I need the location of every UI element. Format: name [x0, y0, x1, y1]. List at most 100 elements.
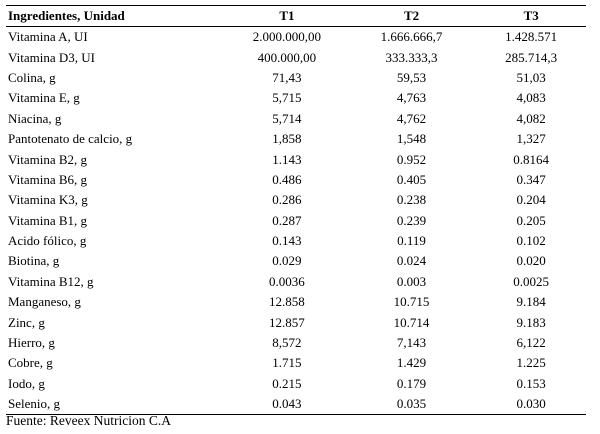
table-row: Pantotenato de calcio, g 1,858 1,548 1,327 — [6, 129, 586, 149]
table-row: Vitamina E, g 5,715 4,763 4,083 — [6, 88, 586, 108]
ingredient-cell: Vitamina E, g — [8, 90, 80, 106]
table-row: Iodo, g 0.215 0.179 0.153 — [6, 374, 586, 394]
t2-cell: 1.429 — [396, 355, 427, 371]
t3-cell: 0.347 — [516, 171, 546, 187]
t1-cell: 5,715 — [272, 90, 302, 106]
ingredient-cell: Hierro, g — [8, 335, 55, 351]
table-row: Vitamina B12, g 0.0036 0.003 0.0025 — [6, 272, 586, 292]
t2-cell: 0.238 — [396, 192, 427, 208]
t3-cell: 1.225 — [516, 355, 546, 371]
t3-cell: 4,083 — [516, 90, 546, 106]
table-row: Vitamina B6, g 0.486 0.405 0.347 — [6, 170, 586, 190]
t3-cell: 9.184 — [516, 294, 546, 310]
ingredient-cell: Zinc, g — [8, 314, 45, 330]
t2-cell: 333.333,3 — [385, 49, 438, 65]
header-t2: T2 — [346, 5, 477, 27]
t3-cell: 0.030 — [476, 394, 586, 416]
t2-cell: 0.952 — [396, 151, 427, 167]
ingredient-cell: Manganeso, g — [8, 294, 81, 310]
ingredient-cell: Colina, g — [8, 69, 56, 85]
t2-cell: 10.714 — [393, 314, 430, 330]
t2-cell: 0.024 — [396, 253, 427, 269]
ingredient-cell: Niacina, g — [8, 110, 62, 126]
table-row: Biotina, g 0.029 0.024 0.020 — [6, 251, 586, 271]
t3-cell: 4,082 — [516, 110, 546, 126]
t1-cell: 0.029 — [272, 253, 302, 269]
t1-cell: 0.143 — [272, 233, 302, 249]
table-row: Colina, g 71,43 59,53 51,03 — [6, 68, 586, 88]
table-row: Hierro, g 8,572 7,143 6,122 — [6, 333, 586, 353]
ingredient-cell: Acido fólico, g — [8, 233, 87, 249]
t1-cell: 0.287 — [272, 212, 302, 228]
t3-cell: 0.0025 — [513, 273, 550, 289]
t2-cell: 1.666.666,7 — [380, 29, 443, 45]
t1-cell: 12.858 — [269, 294, 305, 310]
ingredient-cell: Biotina, g — [8, 253, 60, 269]
ingredient-cell: Pantotenato de calcio, g — [8, 131, 133, 147]
table-row: Vitamina A, UI 2.000.000,00 1.666.666,7 1.4… — [6, 27, 586, 48]
t1-cell: 1.715 — [272, 355, 302, 371]
t2-cell: 0.003 — [396, 273, 427, 289]
t2-cell: 7,143 — [396, 335, 427, 351]
source-note: Fuente: Reveex Nutricion C.A — [6, 413, 171, 428]
header-row: Ingredientes, Unidad T1 T2 T3 — [6, 5, 586, 27]
t3-cell: 0.8164 — [513, 151, 550, 167]
ingredient-cell: Iodo, g — [8, 375, 45, 391]
table-row: Vitamina K3, g 0.286 0.238 0.204 — [6, 190, 586, 210]
t2-cell: 0.405 — [396, 171, 427, 187]
ingredient-cell: Vitamina B1, g — [8, 212, 88, 228]
ingredient-cell: Cobre, g — [8, 355, 53, 371]
table-header: Ingredientes, Unidad T1 T2 T3 — [6, 5, 586, 27]
t3-cell: 0.020 — [516, 253, 546, 269]
table-row: Selenio, g 0.043 0.035 0.030 — [6, 394, 586, 416]
ingredient-cell: Vitamina K3, g — [8, 192, 88, 208]
t2-cell: 1,548 — [396, 131, 427, 147]
t3-cell: 51,03 — [516, 69, 546, 85]
t2-cell: 10.715 — [393, 294, 430, 310]
ingredient-cell: Selenio, g — [6, 394, 228, 416]
t1-cell: 12.857 — [269, 314, 305, 330]
t2-cell: 4,762 — [396, 110, 427, 126]
table-row: Niacina, g 5,714 4,762 4,082 — [6, 109, 586, 129]
ingredient-cell: Vitamina B6, g — [8, 171, 88, 187]
t3-cell: 6,122 — [516, 335, 546, 351]
t2-cell: 59,53 — [396, 69, 427, 85]
t3-cell: 1.428.571 — [505, 29, 558, 45]
table-row: Zinc, g 12.857 10.714 9.183 — [6, 312, 586, 332]
t1-cell: 400.000,00 — [257, 49, 317, 65]
header-ingredientes: Ingredientes, Unidad — [6, 5, 228, 27]
t1-cell: 8,572 — [272, 335, 302, 351]
t3-cell: 285.714,3 — [505, 49, 558, 65]
ingredient-cell: Vitamina B2, g — [8, 151, 88, 167]
t1-cell: 0.215 — [272, 375, 302, 391]
t1-cell: 71,43 — [272, 69, 302, 85]
table-row: Vitamina B2, g 1.143 0.952 0.8164 — [6, 149, 586, 169]
t3-cell: 0.153 — [516, 375, 546, 391]
t2-cell: 0.035 — [346, 394, 477, 416]
t2-cell: 0.179 — [396, 375, 427, 391]
t1-cell: 0.043 — [227, 394, 347, 416]
t1-cell: 0.486 — [272, 171, 302, 187]
t2-cell: 0.239 — [396, 212, 427, 228]
t3-cell: 9.183 — [516, 314, 546, 330]
ingredient-cell: Vitamina D3, UI — [8, 49, 95, 65]
vitamin-mineral-table: Ingredientes, Unidad T1 T2 T3 Vitamina A… — [6, 5, 586, 416]
table-row: Vitamina B1, g 0.287 0.239 0.205 — [6, 211, 586, 231]
ingredient-cell: Vitamina A, UI — [8, 29, 88, 45]
t1-cell: 0.286 — [272, 192, 302, 208]
t1-cell: 2.000.000,00 — [252, 29, 322, 45]
t2-cell: 4,763 — [396, 90, 427, 106]
t1-cell: 1.143 — [272, 151, 302, 167]
ingredient-cell: Vitamina B12, g — [8, 273, 94, 289]
t3-cell: 0.205 — [516, 212, 546, 228]
t1-cell: 1,858 — [272, 131, 302, 147]
table-row: Acido fólico, g 0.143 0.119 0.102 — [6, 231, 586, 251]
table-row: Cobre, g 1.715 1.429 1.225 — [6, 353, 586, 373]
table-row: Vitamina D3, UI 400.000,00 333.333,3 285.71… — [6, 47, 586, 67]
t3-cell: 1,327 — [516, 131, 546, 147]
t2-cell: 0.119 — [397, 233, 426, 249]
table-row: Manganeso, g 12.858 10.715 9.184 — [6, 292, 586, 312]
header-t1: T1 — [227, 5, 347, 27]
table-body: Vitamina A, UI 2.000.000,00 1.666.666,7 1.4… — [6, 27, 586, 416]
